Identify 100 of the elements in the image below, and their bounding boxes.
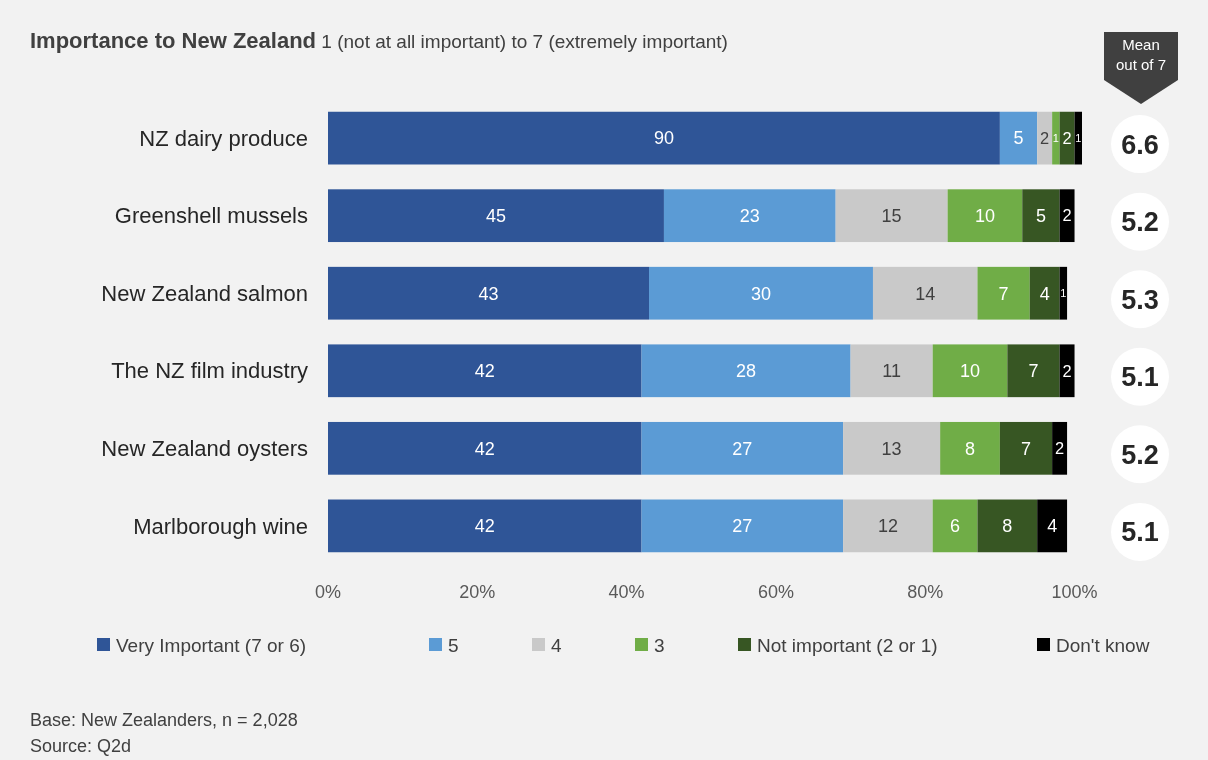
legend-label: Not important (2 or 1): [757, 635, 938, 656]
data-label: 14: [915, 283, 936, 304]
y-tick-label: Greenshell mussels: [114, 203, 308, 229]
bar: [1059, 111, 1075, 165]
data-label: 90: [653, 128, 674, 149]
text: 5.3: [1121, 284, 1159, 315]
legend-label: 5: [448, 635, 459, 656]
bar: [1022, 189, 1060, 243]
data-label: 6: [950, 516, 961, 537]
y-tick-label: Marlborough wine: [133, 513, 308, 539]
x-tick-label: 20%: [459, 582, 496, 602]
x-tick-label: 60%: [757, 582, 794, 602]
legend-label: Don't know: [1056, 635, 1150, 656]
bar: [977, 266, 1030, 320]
bar: [977, 499, 1038, 553]
bar: [843, 421, 941, 475]
legend-label: 3: [654, 635, 665, 656]
bar: [328, 344, 642, 398]
data-label: 2: [1040, 128, 1050, 147]
bar: [328, 421, 642, 475]
bar: [663, 189, 836, 243]
data-label: 45: [485, 205, 506, 226]
y-tick-label: New Zealand salmon: [101, 280, 308, 306]
data-label: 42: [474, 438, 495, 459]
text: 5.1: [1121, 362, 1159, 393]
data-label: 8: [1002, 516, 1013, 537]
bar: [932, 499, 978, 553]
data-label: 2: [1055, 439, 1065, 458]
bar: [328, 266, 650, 320]
bar: [1059, 344, 1075, 398]
bar: [649, 266, 873, 320]
data-label: 4: [1047, 516, 1058, 537]
bar: [872, 266, 978, 320]
bar: [1037, 499, 1068, 553]
text: 5.1: [1121, 517, 1159, 548]
bar: [835, 189, 948, 243]
bar: [999, 421, 1053, 475]
bar: [1059, 189, 1075, 243]
bar: [641, 421, 844, 475]
data-label: 13: [881, 438, 902, 459]
data-label: 4: [1039, 283, 1050, 304]
bar: [1052, 111, 1060, 165]
x-tick-label: 100%: [1051, 582, 1098, 602]
data-label: 10: [974, 205, 995, 226]
x-tick-label: 0%: [314, 582, 342, 602]
bar: [1029, 266, 1060, 320]
data-label: 1: [1075, 131, 1082, 144]
data-label: 12: [877, 516, 898, 537]
legend-label: 4: [551, 635, 562, 656]
data-label: 2: [1062, 128, 1072, 147]
bar: [328, 499, 642, 553]
data-label: 7: [998, 283, 1009, 304]
data-label: 28: [736, 361, 757, 382]
data-label: 2: [1062, 206, 1072, 225]
bar: [1007, 344, 1060, 398]
data-label: 8: [965, 438, 976, 459]
data-label: 42: [474, 516, 495, 537]
data-label: 30: [750, 283, 772, 304]
x-tick-label: 40%: [608, 582, 645, 602]
data-label: 10: [960, 361, 981, 382]
bar: [940, 421, 1000, 475]
bar: [641, 344, 851, 398]
source-note: Source: Q2d: [30, 736, 132, 756]
data-label: 15: [881, 205, 902, 226]
bar: [1059, 266, 1068, 320]
chart-subtitle: 1 (not at all important) to 7 (extremely important): [316, 31, 728, 52]
data-label: 42: [474, 361, 495, 382]
bar: [328, 111, 1000, 165]
data-label: 1: [1052, 131, 1059, 144]
text: Mean out of 7: [1115, 36, 1167, 73]
y-tick-label: New Zealand oysters: [101, 436, 308, 462]
bar: [932, 344, 1008, 398]
text: 5.2: [1121, 439, 1159, 470]
bar: [999, 111, 1038, 165]
data-label: 23: [739, 205, 760, 226]
data-label: 7: [1021, 438, 1032, 459]
bar: [328, 189, 664, 243]
data-label: 2: [1062, 361, 1072, 380]
data-label: 1: [1060, 287, 1067, 300]
data-label: 27: [732, 438, 753, 459]
y-tick-label: NZ dairy produce: [139, 125, 308, 151]
x-tick-label: 80%: [907, 582, 944, 602]
data-label: 5: [1035, 205, 1046, 226]
data-label: 11: [882, 361, 901, 382]
data-label: 27: [732, 516, 753, 537]
bar: [947, 189, 1023, 243]
data-label: 43: [478, 283, 499, 304]
text: 6.6: [1121, 129, 1159, 160]
text: 5.2: [1121, 207, 1159, 238]
y-tick-label: The NZ film industry: [111, 358, 308, 384]
text: Base: New Zealanders, n = 2,028: [30, 710, 298, 730]
bar: [843, 499, 933, 553]
data-label: 5: [1013, 128, 1024, 149]
chart-title: Importance to New Zealand: [30, 28, 317, 53]
legend-label: Very Important (7 or 6): [116, 635, 307, 656]
bar: [1052, 421, 1068, 475]
bar: [641, 499, 844, 553]
data-label: 7: [1028, 361, 1039, 382]
bar: [850, 344, 933, 398]
bar: [1037, 111, 1053, 165]
